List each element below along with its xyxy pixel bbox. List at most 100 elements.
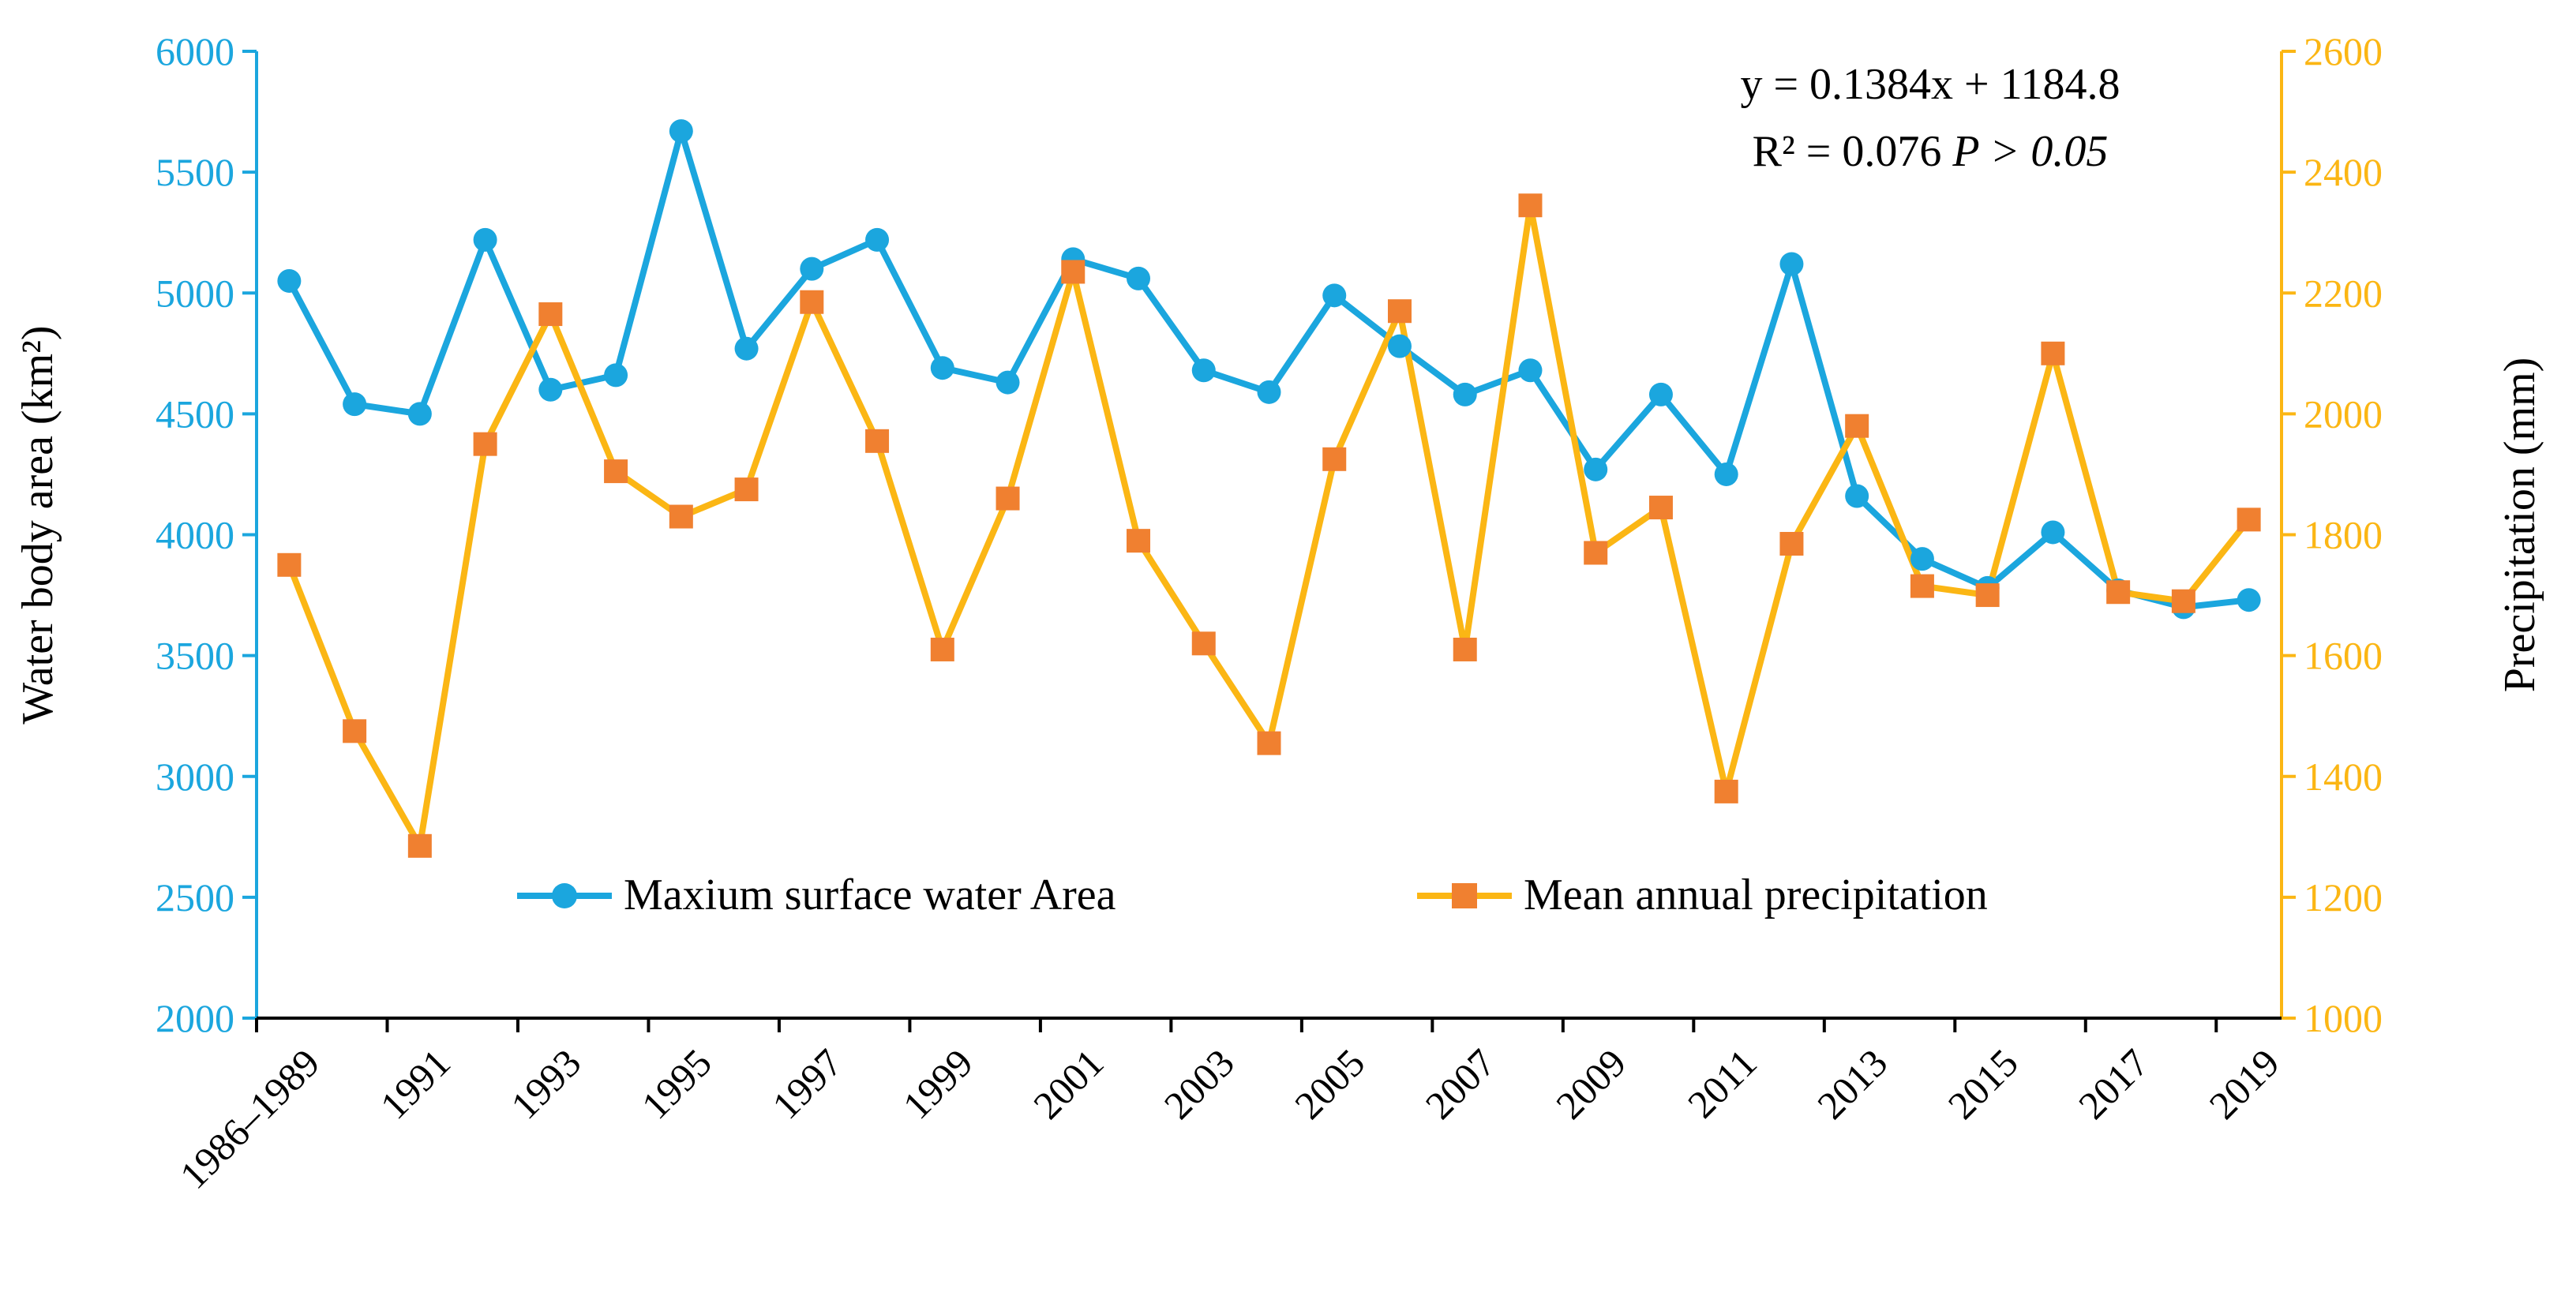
- data-point-area: [343, 392, 367, 417]
- data-point-precipitation: [734, 477, 759, 502]
- data-point-area: [996, 370, 1020, 395]
- data-point-precipitation: [1518, 193, 1543, 218]
- series-line-area: [286, 128, 2250, 611]
- y-right-tick-label: 2600: [2304, 29, 2383, 73]
- y-left-tick-label: 4500: [156, 391, 234, 436]
- data-point-precipitation: [1453, 637, 1477, 661]
- data-point-area: [1518, 358, 1543, 383]
- data-point-area: [407, 402, 432, 426]
- y-left-tick-label: 4000: [156, 513, 234, 557]
- x-tick-label: 1986–1989: [171, 1040, 328, 1197]
- y-right-tick-label: 2200: [2304, 271, 2383, 315]
- x-axis-tick-labels: 1986–1989 1991 1993 1995 1997 1999 2001 2003 200…: [171, 1040, 2288, 1197]
- y-left-tick-label: 3500: [156, 634, 234, 678]
- data-point-precipitation: [1648, 496, 1673, 520]
- y-right-tick-label: 1200: [2304, 875, 2383, 919]
- data-point-area: [1779, 252, 1804, 276]
- y-left-tick-label: 2000: [156, 996, 234, 1040]
- x-tick-label: 1997: [763, 1040, 850, 1127]
- data-point-area: [1127, 266, 1151, 290]
- y-left-tick-label: 3000: [156, 755, 234, 799]
- data-point-area: [734, 336, 759, 361]
- x-tick-label: 2007: [1417, 1040, 1504, 1127]
- data-point-precipitation: [1322, 447, 1347, 471]
- data-point-area: [1322, 283, 1347, 308]
- x-tick-label: 2015: [1940, 1040, 2027, 1127]
- x-tick-label: 2013: [1809, 1040, 1895, 1127]
- x-tick-label: 2001: [1025, 1040, 1112, 1127]
- r-squared-value: R² = 0.076: [1753, 127, 1953, 176]
- x-tick-label: 1991: [372, 1040, 459, 1127]
- data-point-precipitation: [1845, 414, 1869, 438]
- data-point-area: [1714, 462, 1738, 486]
- y-left-tick-label: 5000: [156, 271, 234, 315]
- data-point-area: [2237, 588, 2261, 612]
- data-point-precipitation: [1127, 529, 1151, 553]
- y-left-tick-label: 5500: [156, 150, 234, 194]
- legend-label-precipitation: Mean annual precipitation: [1524, 871, 1988, 919]
- y-right-tick-label: 2400: [2304, 150, 2383, 194]
- data-point-area: [930, 356, 954, 380]
- x-tick-label: 1993: [502, 1040, 589, 1127]
- y-axis-left-title: Water body area (km²): [13, 325, 62, 724]
- data-point-precipitation: [669, 504, 693, 529]
- y-right-tick-label: 1000: [2304, 996, 2383, 1040]
- y-right-tick-label: 1400: [2304, 755, 2383, 799]
- data-point-area: [1387, 334, 1412, 358]
- regression-equation: y = 0.1384x + 1184.8: [1740, 60, 2120, 109]
- data-point-precipitation: [473, 432, 497, 456]
- data-point-precipitation: [2171, 589, 2195, 613]
- data-point-area: [2041, 520, 2065, 545]
- legend-marker-precipitation: [1452, 883, 1477, 908]
- data-point-area: [1584, 457, 1608, 481]
- data-point-precipitation: [1061, 260, 1086, 284]
- data-point-area: [277, 268, 302, 293]
- data-point-precipitation: [1975, 583, 2000, 608]
- legend-entry-area: Maxium surface water Area: [517, 871, 1116, 919]
- data-point-area: [669, 119, 693, 144]
- x-tick-label: 2003: [1156, 1040, 1243, 1127]
- data-point-precipitation: [2237, 507, 2261, 532]
- r-squared-annotation: R² = 0.076 P > 0.05: [1753, 127, 2109, 176]
- data-point-area: [1845, 484, 1869, 508]
- x-tick-label: 2019: [2200, 1040, 2287, 1127]
- data-point-precipitation: [538, 302, 563, 327]
- data-point-precipitation: [1779, 531, 1804, 556]
- data-point-precipitation: [1910, 574, 1934, 598]
- data-point-area: [604, 363, 628, 388]
- x-tick-label: 2011: [1679, 1040, 1765, 1126]
- data-point-precipitation: [2041, 341, 2065, 365]
- data-point-area: [1453, 382, 1477, 406]
- p-threshold: > 0.05: [1979, 127, 2109, 176]
- x-tick-label: 2009: [1547, 1040, 1634, 1127]
- data-point-precipitation: [1257, 731, 1281, 755]
- data-point-area: [538, 377, 563, 402]
- data-point-area: [473, 227, 497, 252]
- data-point-precipitation: [407, 833, 432, 858]
- data-point-precipitation: [1584, 541, 1608, 565]
- y-axis-right-title: Precipitation (mm): [2495, 358, 2544, 693]
- x-tick-label: 2005: [1286, 1040, 1373, 1127]
- x-tick-label: 2017: [2070, 1040, 2157, 1127]
- x-tick-label: 1995: [633, 1040, 720, 1127]
- p-symbol: P: [1952, 127, 1978, 176]
- data-point-precipitation: [343, 719, 367, 743]
- legend-entry-precipitation: Mean annual precipitation: [1417, 871, 1988, 919]
- y-right-tick-label: 1600: [2304, 634, 2383, 678]
- axes: 2000 2500 3000 3500 4000 4500 5000 5500 6000 1000…: [156, 29, 2383, 1040]
- data-point-area: [865, 227, 890, 252]
- y-left-tick-label: 6000: [156, 29, 234, 73]
- legend-label-area: Maxium surface water Area: [624, 871, 1116, 919]
- y-right-tick-label: 2000: [2304, 391, 2383, 436]
- data-point-precipitation: [1387, 299, 1412, 324]
- legend: Maxium surface water Area Mean annual pr…: [517, 871, 1988, 919]
- data-point-area: [800, 257, 824, 281]
- data-point-precipitation: [996, 486, 1020, 511]
- series-markers: [277, 119, 2261, 858]
- data-point-precipitation: [1714, 779, 1738, 803]
- data-point-area: [1648, 382, 1673, 406]
- data-point-area: [1191, 358, 1216, 383]
- data-point-area: [1257, 380, 1281, 404]
- data-point-precipitation: [930, 637, 954, 661]
